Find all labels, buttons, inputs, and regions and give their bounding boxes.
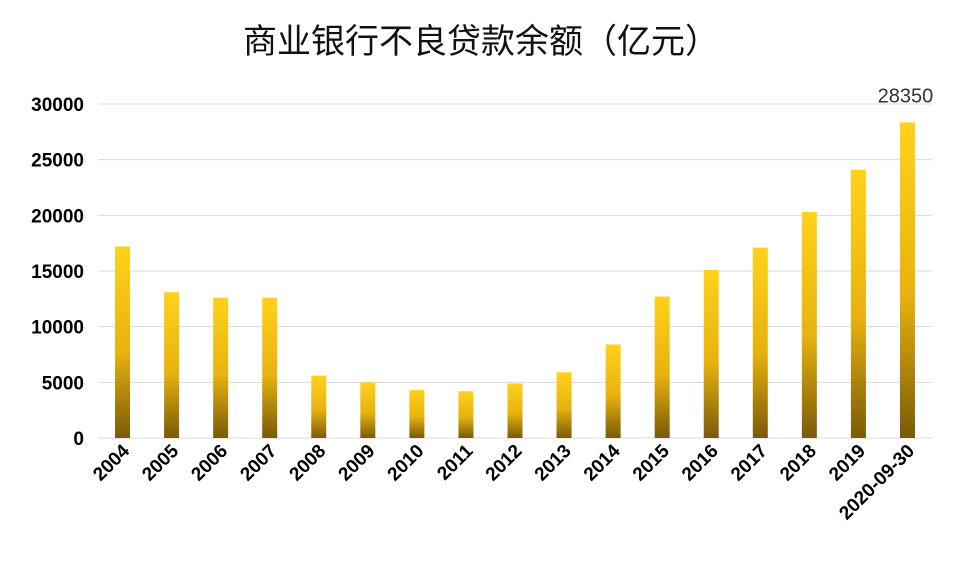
x-tick-label: 2009 xyxy=(335,441,380,486)
x-tick-label: 2010 xyxy=(384,441,429,486)
x-tick-label: 2011 xyxy=(433,440,477,484)
data-labels: 28350 xyxy=(878,85,934,107)
x-tick-label: 2018 xyxy=(776,441,821,486)
x-tick-label: 2007 xyxy=(236,441,281,486)
y-axis-tick-labels: 0 5000 10000 15000 20000 25000 30000 xyxy=(31,95,84,450)
x-tick-label: 2017 xyxy=(727,441,772,486)
bar-2017 xyxy=(752,247,768,438)
bar-2015 xyxy=(654,296,670,438)
x-tick-label: 2015 xyxy=(629,440,674,485)
bar-2013 xyxy=(556,372,572,438)
x-tick-label: 2012 xyxy=(482,441,527,486)
y-tick-label: 10000 xyxy=(31,318,84,339)
bar-2014 xyxy=(605,344,621,438)
x-tick-label: 2006 xyxy=(187,441,232,486)
x-tick-label: 2013 xyxy=(531,441,576,486)
x-tick-label: 2019 xyxy=(825,441,870,486)
bar-2018 xyxy=(801,211,817,438)
bar-2019 xyxy=(850,169,866,439)
bar-2005 xyxy=(164,292,180,438)
data-label: 28350 xyxy=(878,85,934,107)
x-tick-label: 2016 xyxy=(678,441,723,486)
bar-2016 xyxy=(703,269,719,438)
bar-2007 xyxy=(262,297,278,438)
gridlines xyxy=(98,103,932,439)
x-tick-label: 2005 xyxy=(138,440,183,485)
x-tick-label: 2008 xyxy=(286,441,331,486)
bars xyxy=(115,122,915,439)
bar-2010 xyxy=(409,390,425,438)
y-tick-label: 5000 xyxy=(42,373,84,394)
bar-2012 xyxy=(507,383,523,438)
y-tick-label: 15000 xyxy=(31,262,84,283)
x-tick-label: 2014 xyxy=(580,440,625,485)
x-tick-label: 2004 xyxy=(89,440,134,485)
y-tick-label: 20000 xyxy=(31,206,84,227)
bar-2011 xyxy=(458,391,474,438)
y-tick-label: 0 xyxy=(73,429,84,450)
y-tick-label: 25000 xyxy=(31,151,84,172)
bar-2020-09-30 xyxy=(899,122,915,439)
bar-2008 xyxy=(311,375,327,438)
chart-title: 商业银行不良贷款余额（亿元） xyxy=(243,22,719,62)
y-tick-label: 30000 xyxy=(31,95,84,116)
bar-2004 xyxy=(115,246,131,438)
bar-2009 xyxy=(360,382,376,438)
bar-2006 xyxy=(213,297,229,438)
x-axis-tick-labels: 2004 2005 2006 2007 2008 2009 2010 2011 2012 2013… xyxy=(89,440,919,524)
